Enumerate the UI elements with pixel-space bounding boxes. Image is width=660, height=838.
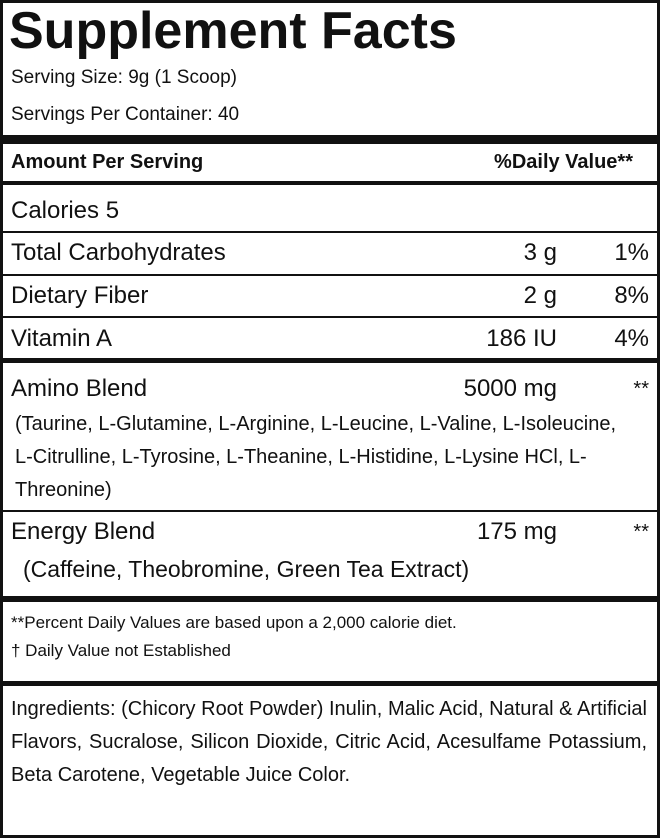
medium-rule bbox=[3, 358, 657, 363]
nutrient-dv: 8% bbox=[614, 282, 649, 309]
nutrient-amount: 186 IU bbox=[486, 325, 557, 352]
title: Supplement Facts bbox=[9, 2, 457, 60]
footnote: † Daily Value not Established bbox=[11, 641, 231, 660]
thick-rule bbox=[3, 596, 657, 602]
servings-per-container: Servings Per Container: 40 bbox=[11, 104, 240, 125]
blend-name: Energy Blend bbox=[11, 518, 156, 545]
blend-name: Amino Blend bbox=[11, 375, 148, 402]
row-rule bbox=[3, 231, 657, 233]
footnote: **Percent Daily Values are based upon a … bbox=[11, 613, 457, 632]
serving-size: Serving Size: 9g (1 Scoop) bbox=[11, 67, 238, 88]
nutrient-dv: 1% bbox=[614, 239, 649, 266]
blend-dv: ** bbox=[633, 521, 649, 543]
row-rule bbox=[3, 274, 657, 276]
thick-rule bbox=[3, 681, 657, 686]
nutrient-name: Dietary Fiber bbox=[11, 282, 149, 309]
blend-contents: (Caffeine, Theobromine, Green Tea Extrac… bbox=[23, 556, 470, 582]
blend-amount: 5000 mg bbox=[463, 375, 557, 402]
daily-value-header: %Daily Value** bbox=[494, 151, 633, 173]
nutrient-dv: 4% bbox=[614, 325, 649, 352]
nutrient-amount: 3 g bbox=[523, 239, 557, 266]
medium-rule bbox=[3, 181, 657, 185]
nutrient-amount: 2 g bbox=[523, 282, 557, 309]
amount-header: Amount Per Serving bbox=[11, 151, 204, 173]
nutrient-name: Vitamin A bbox=[11, 325, 112, 352]
ingredients: Ingredients: (Chicory Root Powder) Inuli… bbox=[11, 698, 647, 786]
row-rule bbox=[3, 510, 657, 512]
blend-dv: ** bbox=[633, 378, 649, 400]
calories: Calories 5 bbox=[11, 197, 120, 224]
thick-rule bbox=[3, 135, 657, 144]
nutrient-name: Total Carbohydrates bbox=[11, 239, 226, 266]
blend-contents: (Taurine, L-Glutamine, L-Arginine, L-Leu… bbox=[15, 413, 617, 501]
row-rule bbox=[3, 316, 657, 318]
blend-amount: 175 mg bbox=[476, 518, 557, 545]
